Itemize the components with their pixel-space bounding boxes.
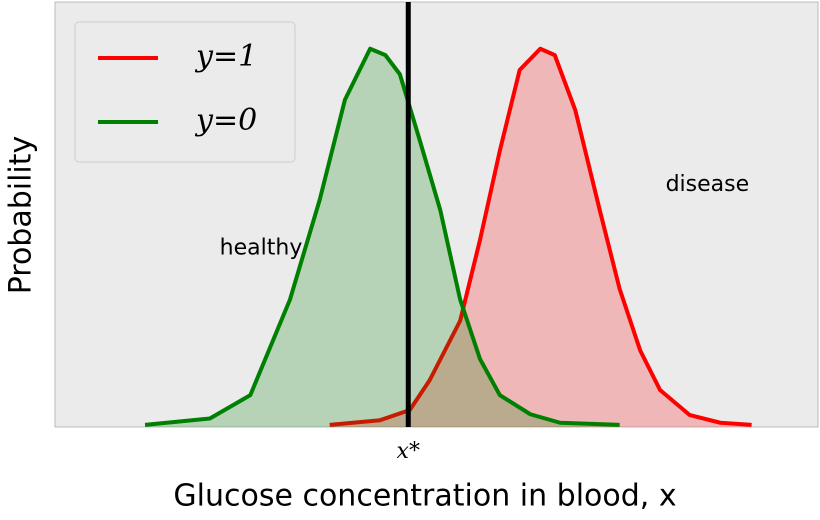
legend-label: y=0 — [194, 103, 257, 138]
line — [329, 46, 752, 427]
x-axis-label: Glucose concentration in blood, x — [173, 479, 676, 514]
area-fill — [145, 48, 620, 427]
legend-label: y=1 — [194, 39, 257, 74]
line — [144, 46, 620, 427]
y-axis-label: Probability — [4, 136, 39, 295]
annotation: disease — [666, 172, 750, 197]
area-fill — [329, 48, 752, 427]
annotation: healthy — [220, 236, 303, 261]
x-tick-label: x* — [397, 439, 420, 464]
legend-box — [74, 21, 296, 163]
